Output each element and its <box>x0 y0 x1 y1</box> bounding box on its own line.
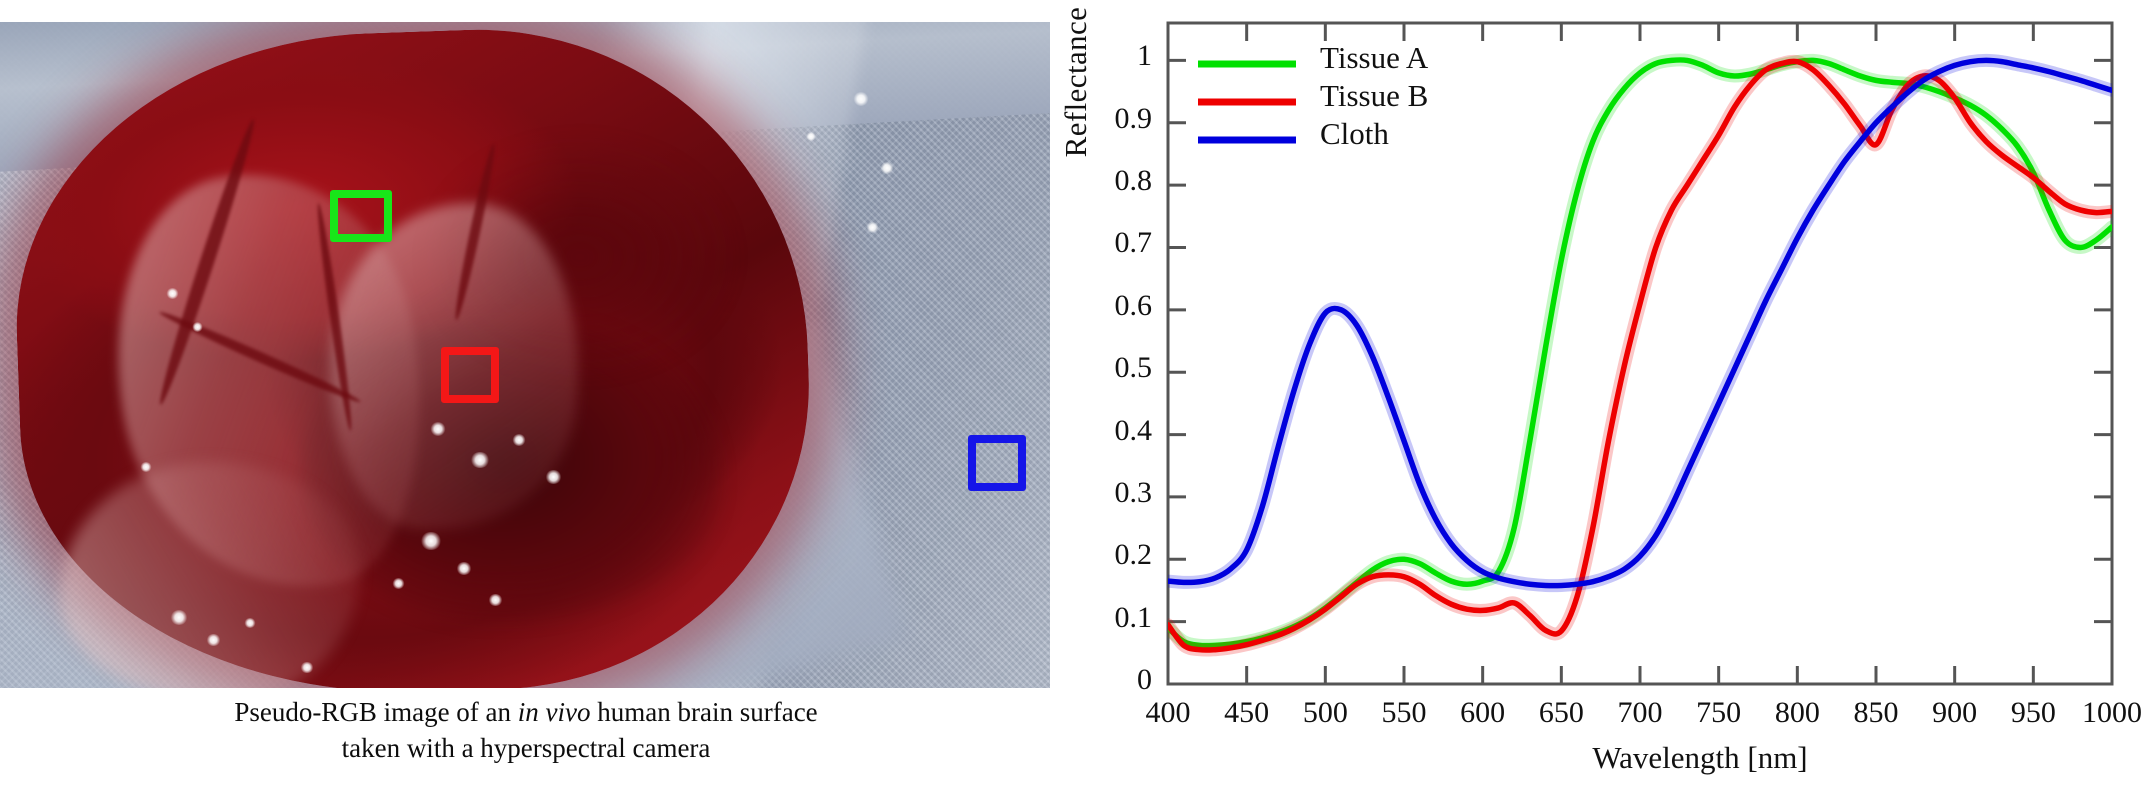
y-tick-label: 0.9 <box>1114 101 1153 135</box>
figure-caption: Pseudo-RGB image of an in vivo human bra… <box>0 694 1052 766</box>
caption-line-1: Pseudo-RGB image of an in vivo human bra… <box>234 697 817 727</box>
pseudo-rgb-brain-image <box>0 22 1050 688</box>
specular-highlight <box>866 222 879 233</box>
y-tick-label: 1 <box>1137 39 1152 73</box>
x-tick-label: 650 <box>1538 696 1584 729</box>
x-tick-label: 400 <box>1145 696 1191 729</box>
x-tick-label: 850 <box>1853 696 1899 729</box>
y-tick-label: 0.3 <box>1114 475 1153 509</box>
y-tick-label: 0.6 <box>1114 288 1153 322</box>
specular-highlight <box>170 610 188 625</box>
roi-box-cloth[interactable] <box>968 435 1026 491</box>
legend-swatch-cloth <box>1198 136 1296 144</box>
plot-area <box>1166 21 2114 686</box>
specular-highlight <box>880 162 894 174</box>
specular-highlight <box>206 634 221 646</box>
specular-highlight <box>853 92 869 106</box>
specular-highlight <box>300 662 314 673</box>
specular-highlight <box>166 288 179 299</box>
roi-box-tissue-b[interactable] <box>441 347 499 403</box>
reflectance-spectra-chart: Reflectance Wavelength [nm] 0 0.1 0.2 0.3 0.… <box>1052 0 2150 800</box>
legend-swatch-tissue-b <box>1198 98 1296 106</box>
specular-highlight <box>545 470 562 484</box>
caption-text-italic: in vivo <box>517 697 591 727</box>
caption-line-2: taken with a hyperspectral camera <box>341 733 711 764</box>
y-tick-label: 0.7 <box>1114 226 1153 260</box>
specular-highlight <box>392 578 405 589</box>
y-tick-label: 0.4 <box>1114 413 1153 447</box>
legend-label-tissue-a: Tissue A <box>1320 40 1429 75</box>
x-tick-label: 750 <box>1696 696 1742 729</box>
x-axis-label: Wavelength [nm] <box>1592 740 1808 775</box>
y-tick-label: 0.8 <box>1114 164 1153 198</box>
roi-box-tissue-a[interactable] <box>330 190 392 242</box>
specular-highlight <box>192 322 203 332</box>
y-tick-label: 0.1 <box>1114 600 1153 634</box>
x-tick-label: 600 <box>1460 696 1506 729</box>
specular-highlight <box>806 132 816 141</box>
gyrus-highlight-c <box>60 462 360 688</box>
specular-highlight <box>488 594 503 606</box>
legend-swatch-tissue-a <box>1198 60 1296 68</box>
legend-label-cloth: Cloth <box>1320 116 1389 151</box>
specular-highlight <box>420 532 442 550</box>
legend-label-tissue-b: Tissue B <box>1320 78 1429 113</box>
specular-highlight <box>140 462 152 472</box>
x-tick-label: 500 <box>1302 696 1348 729</box>
specular-highlight <box>512 434 526 446</box>
x-tick-label: 450 <box>1224 696 1270 729</box>
y-tick-label: 0.2 <box>1114 538 1153 572</box>
y-tick-label: 0 <box>1137 663 1152 696</box>
left-panel: Pseudo-RGB image of an in vivo human bra… <box>0 0 1052 800</box>
specular-highlight <box>430 422 446 436</box>
caption-text-post: human brain surface <box>590 697 818 727</box>
x-tick-label: 800 <box>1774 696 1820 729</box>
specular-highlight <box>470 452 490 468</box>
y-tick-label: 0.5 <box>1114 351 1153 385</box>
specular-highlight <box>456 562 472 575</box>
x-tick-label: 950 <box>2010 696 2056 729</box>
caption-text-pre: Pseudo-RGB image of an <box>234 697 518 727</box>
specular-highlight <box>244 618 256 628</box>
x-tick-label: 900 <box>1932 696 1978 729</box>
x-tick-label: 1000 <box>2082 696 2142 729</box>
x-tick-label: 550 <box>1381 696 1427 729</box>
x-tick-label: 700 <box>1617 696 1663 729</box>
